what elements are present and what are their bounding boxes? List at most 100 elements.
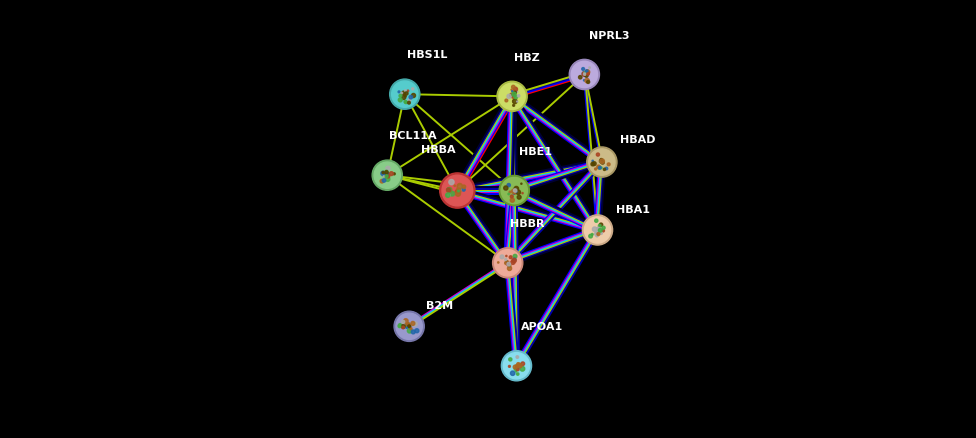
Circle shape [511, 258, 516, 263]
Circle shape [511, 91, 513, 92]
Text: HBE1: HBE1 [518, 147, 551, 157]
Circle shape [587, 81, 590, 84]
Circle shape [413, 322, 418, 326]
Circle shape [521, 362, 524, 366]
Circle shape [511, 85, 515, 89]
Circle shape [516, 368, 519, 371]
Circle shape [409, 95, 413, 99]
Circle shape [513, 189, 517, 192]
Circle shape [583, 74, 585, 75]
Circle shape [498, 262, 499, 263]
Circle shape [592, 227, 596, 231]
Circle shape [505, 258, 507, 261]
Circle shape [596, 228, 600, 231]
Circle shape [587, 73, 590, 75]
Circle shape [401, 325, 405, 328]
Circle shape [569, 60, 599, 90]
Circle shape [455, 191, 457, 192]
Text: HBZ: HBZ [514, 53, 540, 63]
Circle shape [408, 325, 410, 328]
Circle shape [591, 233, 593, 235]
Circle shape [401, 95, 406, 99]
Circle shape [446, 193, 450, 198]
Circle shape [499, 83, 525, 110]
Circle shape [515, 365, 517, 367]
Circle shape [449, 180, 454, 185]
Circle shape [411, 330, 415, 334]
Text: APOA1: APOA1 [521, 322, 563, 332]
Circle shape [585, 70, 590, 74]
Circle shape [514, 367, 517, 371]
Circle shape [515, 365, 518, 368]
Circle shape [507, 261, 508, 262]
Circle shape [508, 184, 509, 186]
Circle shape [514, 193, 515, 194]
Circle shape [599, 159, 603, 163]
Circle shape [513, 189, 517, 193]
Circle shape [598, 166, 601, 169]
Circle shape [447, 187, 452, 192]
Circle shape [508, 365, 510, 367]
Circle shape [518, 367, 519, 369]
Circle shape [600, 160, 602, 162]
Circle shape [402, 91, 406, 95]
Text: HBAD: HBAD [621, 134, 656, 145]
Circle shape [374, 162, 400, 188]
Circle shape [514, 95, 517, 99]
Circle shape [505, 261, 508, 265]
Circle shape [386, 173, 389, 177]
Circle shape [499, 176, 529, 206]
Circle shape [508, 358, 511, 361]
Circle shape [386, 177, 389, 181]
Circle shape [462, 188, 466, 191]
Circle shape [585, 71, 587, 73]
Circle shape [505, 99, 508, 102]
Circle shape [372, 160, 402, 190]
Circle shape [398, 324, 402, 327]
Circle shape [403, 93, 405, 95]
Circle shape [582, 67, 585, 71]
Circle shape [507, 261, 509, 264]
Text: HBS1L: HBS1L [407, 50, 447, 60]
Circle shape [517, 95, 520, 97]
Circle shape [513, 254, 517, 258]
Circle shape [509, 191, 510, 193]
Circle shape [600, 159, 602, 161]
Circle shape [500, 255, 504, 259]
Circle shape [401, 92, 402, 94]
Circle shape [508, 265, 511, 267]
Circle shape [510, 195, 513, 198]
Circle shape [448, 194, 450, 196]
Circle shape [585, 74, 589, 77]
Circle shape [512, 99, 517, 104]
Circle shape [510, 198, 514, 202]
Text: B2M: B2M [426, 301, 453, 311]
Circle shape [386, 166, 390, 170]
Circle shape [411, 321, 415, 325]
Circle shape [516, 356, 518, 358]
Circle shape [407, 90, 409, 92]
Circle shape [512, 104, 514, 106]
Circle shape [402, 326, 404, 329]
Circle shape [508, 184, 510, 187]
Circle shape [516, 91, 518, 92]
Circle shape [406, 327, 407, 328]
Circle shape [513, 258, 516, 261]
Circle shape [597, 228, 600, 231]
Circle shape [602, 230, 604, 232]
Circle shape [596, 153, 599, 156]
Circle shape [511, 95, 513, 96]
Text: BCL11A: BCL11A [389, 131, 437, 141]
Circle shape [508, 265, 510, 266]
Circle shape [597, 228, 599, 230]
Circle shape [592, 162, 596, 166]
Circle shape [404, 101, 407, 103]
Circle shape [587, 147, 617, 177]
Circle shape [382, 171, 385, 173]
Circle shape [511, 93, 514, 96]
Circle shape [579, 75, 582, 79]
Circle shape [458, 186, 463, 191]
Circle shape [509, 256, 512, 258]
Circle shape [442, 175, 472, 206]
Circle shape [454, 185, 456, 187]
